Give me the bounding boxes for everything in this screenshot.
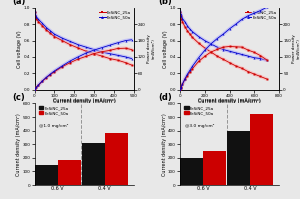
Text: (a): (a) <box>13 0 26 6</box>
Title: Current density (mA/cm²): Current density (mA/cm²) <box>52 98 116 103</box>
Text: (b): (b) <box>158 0 172 6</box>
Bar <box>82 143 105 185</box>
Title: Current density (mA/cm²): Current density (mA/cm²) <box>198 98 261 103</box>
Text: @3.0 mg/cm²: @3.0 mg/cm² <box>185 124 214 128</box>
Bar <box>180 158 203 185</box>
Bar <box>58 160 81 185</box>
X-axis label: Current density (mA/cm²): Current density (mA/cm²) <box>52 99 116 104</box>
Y-axis label: Cell voltage (V): Cell voltage (V) <box>17 30 22 68</box>
Y-axis label: Power density
(mW/cm²): Power density (mW/cm²) <box>147 34 155 63</box>
Legend: FeSiNC_25a, FeSiNC_50a: FeSiNC_25a, FeSiNC_50a <box>99 10 131 20</box>
Text: (d): (d) <box>158 93 172 102</box>
Legend: FeSiNC_25a, FeSiNC_50a: FeSiNC_25a, FeSiNC_50a <box>184 105 214 116</box>
Y-axis label: Current density (mA/cm²): Current density (mA/cm²) <box>162 113 167 176</box>
Bar <box>105 133 128 185</box>
X-axis label: Current density (mA/cm²): Current density (mA/cm²) <box>198 99 261 104</box>
Text: @1.0 mg/cm²: @1.0 mg/cm² <box>40 124 69 128</box>
Y-axis label: Power density
(mW/cm²): Power density (mW/cm²) <box>292 34 300 63</box>
Y-axis label: Current density (mA/cm²): Current density (mA/cm²) <box>16 113 21 176</box>
Y-axis label: Cell voltage (V): Cell voltage (V) <box>163 30 168 68</box>
Bar <box>250 114 273 185</box>
Legend: FeSiNC_25a, FeSiNC_50a: FeSiNC_25a, FeSiNC_50a <box>39 105 69 116</box>
Bar <box>227 131 250 185</box>
Text: (c): (c) <box>13 93 26 102</box>
Legend: FeSiNC_25a, FeSiNC_50a: FeSiNC_25a, FeSiNC_50a <box>244 10 277 20</box>
Bar <box>203 151 226 185</box>
Bar <box>34 165 58 185</box>
